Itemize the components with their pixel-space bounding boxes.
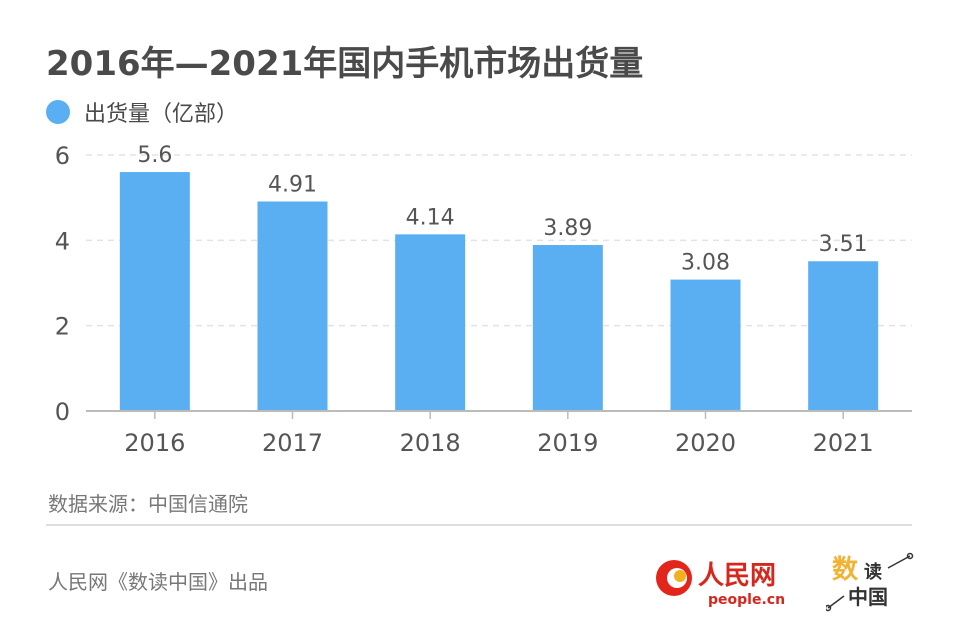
- bar: [670, 279, 741, 411]
- data-label: 5.6: [137, 143, 172, 168]
- bar: [532, 245, 603, 411]
- sdzg-logo: 数 读 中国: [826, 552, 914, 612]
- svg-text:读: 读: [864, 561, 882, 583]
- y-tick-label: 2: [55, 313, 70, 341]
- chart-title: 2016年—2021年国内手机市场出货量: [46, 44, 644, 84]
- x-tick-label: 2020: [675, 429, 736, 457]
- people-cn-logo: 人民网 people.cn: [656, 560, 785, 608]
- x-tick-label: 2016: [124, 429, 185, 457]
- x-tick-label: 2017: [262, 429, 323, 457]
- legend-label: 出货量（亿部）: [84, 102, 239, 127]
- bar-chart: 0 2 4 6 5.6 2016 4.91 2017 4.14 2018 3.89 2019 3.08 2…: [55, 142, 912, 457]
- data-label: 3.51: [819, 232, 868, 257]
- y-tick-label: 4: [55, 227, 70, 255]
- y-tick-label: 6: [55, 142, 70, 170]
- legend-swatch: [46, 100, 70, 124]
- data-label: 3.89: [543, 216, 592, 241]
- bar: [808, 261, 879, 411]
- credit-note: 人民网《数读中国》出品: [48, 570, 268, 594]
- data-label: 3.08: [681, 251, 730, 276]
- data-label: 4.14: [406, 205, 455, 230]
- svg-text:数: 数: [832, 555, 859, 585]
- x-tick-label: 2021: [813, 429, 874, 457]
- source-note: 数据来源：中国信通院: [48, 492, 248, 516]
- svg-text:人民网: 人民网: [698, 561, 776, 591]
- bar: [395, 234, 466, 411]
- x-tick-label: 2019: [537, 429, 598, 457]
- svg-text:中国: 中国: [848, 585, 888, 609]
- x-tick-label: 2018: [400, 429, 461, 457]
- bar: [119, 172, 190, 411]
- bar: [257, 201, 328, 411]
- data-label: 4.91: [268, 173, 317, 198]
- footer-divider: [46, 524, 912, 526]
- legend: 出货量（亿部）: [46, 96, 238, 128]
- y-tick-label: 0: [55, 398, 70, 426]
- svg-text:people.cn: people.cn: [708, 592, 785, 608]
